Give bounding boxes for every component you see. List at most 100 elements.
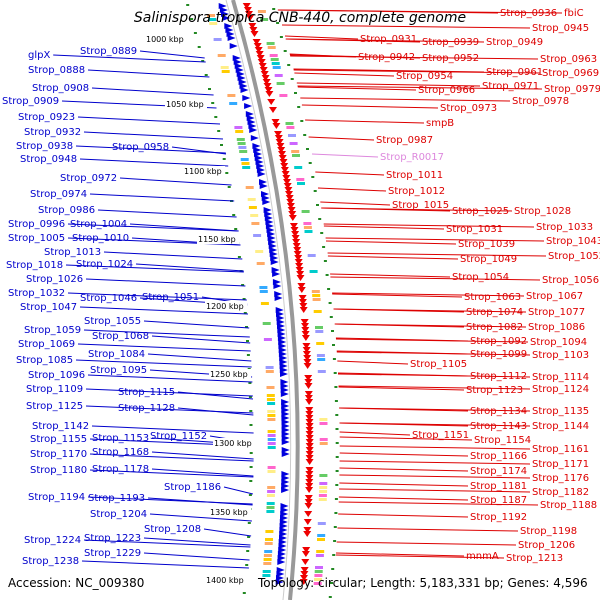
right-gene-label: Strop_1052 xyxy=(548,251,600,262)
kbp-markers: 1000 kbp 1050 kbp 1100 kbp 1150 kbp 1200 kbp… xyxy=(145,34,255,585)
reverse-gene-arrow xyxy=(302,351,311,357)
annotation-block xyxy=(266,386,275,389)
right-leader-line xyxy=(338,501,539,506)
left-leader-line xyxy=(177,391,254,400)
reverse-gene-arrow xyxy=(272,123,281,129)
left-gene-label: Strop_0909 xyxy=(2,96,59,107)
forward-gene-arrow xyxy=(242,95,251,101)
right-leader-lines xyxy=(277,9,563,559)
reverse-gene-arrow xyxy=(305,455,314,461)
ring-tick xyxy=(328,596,332,598)
reverse-gene-arrow xyxy=(259,67,268,73)
reverse-gene-arrow xyxy=(292,239,301,245)
kbp-marker-bg xyxy=(197,234,239,244)
forward-gene-arrow xyxy=(276,319,285,325)
right-gene-label: Strop_1067 xyxy=(526,291,583,302)
left-gene-label: Strop_1018 xyxy=(6,260,63,271)
left-gene-label: Strop_1193 xyxy=(88,493,145,504)
annotation-block xyxy=(269,54,278,57)
ring-tick xyxy=(313,190,317,192)
left-leader-line xyxy=(83,131,224,140)
forward-gene-arrow xyxy=(229,43,238,49)
reverse-gene-arrow xyxy=(258,63,267,69)
reverse-gene-arrow xyxy=(289,223,298,229)
annotation-block xyxy=(301,210,310,213)
forward-gene-arrow xyxy=(257,171,266,177)
forward-gene-arrow xyxy=(281,431,290,437)
annotation-block xyxy=(267,442,276,445)
reverse-gene-arrow xyxy=(305,451,314,457)
right-gene-label: Strop_1054 xyxy=(452,272,509,283)
annotation-block xyxy=(316,342,325,345)
reverse-gene-arrow xyxy=(301,331,310,337)
ring-tick xyxy=(247,522,251,524)
ring-tick xyxy=(272,8,276,10)
annotation-block xyxy=(274,74,283,77)
kbp-marker-bg xyxy=(165,99,207,109)
right-gene-label: Strop_1028 xyxy=(514,206,571,217)
right-gene-label: Strop_1077 xyxy=(528,307,585,318)
annotation-block xyxy=(267,410,276,413)
right-gene-label: Strop_1192 xyxy=(470,512,527,523)
left-gene-label: Strop_0958 xyxy=(112,142,169,153)
annotation-block xyxy=(209,22,218,25)
reverse-gene-arrow xyxy=(304,375,313,381)
annotation-block xyxy=(303,222,312,225)
left-gene-label: Strop_1085 xyxy=(16,355,73,366)
annotation-block xyxy=(318,498,327,501)
reverse-gene-arrow xyxy=(300,575,308,581)
annotation-block xyxy=(309,270,318,273)
kbp-marker-bg xyxy=(209,369,251,379)
left-leader-line xyxy=(89,193,235,202)
reverse-gene-arrow xyxy=(293,247,302,253)
right-gene-label: Strop_1135 xyxy=(532,406,589,417)
ring-tick xyxy=(197,46,201,48)
annotation-block xyxy=(307,254,316,257)
right-leader-line xyxy=(335,554,505,559)
annotation-block xyxy=(315,554,324,557)
right-leader-line xyxy=(335,552,465,557)
gene-features xyxy=(207,3,328,585)
annotation-block xyxy=(255,250,264,253)
right-leader-line xyxy=(339,474,531,479)
reverse-gene-arrow xyxy=(301,335,310,341)
ring-tick xyxy=(232,214,236,216)
ring-tick xyxy=(186,4,190,6)
left-leader-lines xyxy=(53,50,254,569)
left-gene-label: Strop_1142 xyxy=(32,421,89,432)
annotation-block xyxy=(319,418,328,421)
kbp-marker-label: 1150 kbp xyxy=(198,235,236,244)
tick-rings xyxy=(186,4,339,598)
reverse-gene-arrow xyxy=(302,347,311,353)
left-leader-line xyxy=(143,320,250,329)
annotation-block xyxy=(319,442,328,445)
left-gene-label: Strop_1032 xyxy=(8,288,65,299)
ring-tick xyxy=(290,78,294,80)
left-leader-line xyxy=(203,528,252,537)
ring-tick xyxy=(246,354,250,356)
left-leader-line xyxy=(147,353,252,362)
left-gene-label: Strop_1194 xyxy=(28,492,85,503)
reverse-gene-arrow xyxy=(301,551,310,557)
right-gene-label: Strop_R0017 xyxy=(380,152,444,163)
left-gene-label: Strop_1208 xyxy=(144,524,201,535)
ring-tick xyxy=(294,92,297,94)
right-gene-label: Strop_1049 xyxy=(460,254,517,265)
reverse-gene-arrow xyxy=(256,55,265,61)
ring-tick xyxy=(287,64,291,66)
annotation-block xyxy=(235,130,244,133)
right-leader-line xyxy=(317,187,387,192)
ring-tick xyxy=(248,396,252,398)
kbp-marker-label: 1350 kbp xyxy=(210,508,248,517)
reverse-gene-arrow xyxy=(300,319,309,325)
forward-gene-arrow xyxy=(275,579,284,585)
right-leader-line xyxy=(323,223,535,228)
forward-gene-arrow xyxy=(280,383,289,389)
forward-gene-arrow xyxy=(280,511,289,517)
left-gene-label: Strop_1170 xyxy=(30,449,87,460)
annotation-block xyxy=(314,574,323,577)
right-gene-label: Strop_1103 xyxy=(532,350,589,361)
right-leader-line xyxy=(333,308,527,313)
right-gene-label: Strop_0931 xyxy=(360,34,417,45)
forward-gene-arrow xyxy=(274,295,283,301)
